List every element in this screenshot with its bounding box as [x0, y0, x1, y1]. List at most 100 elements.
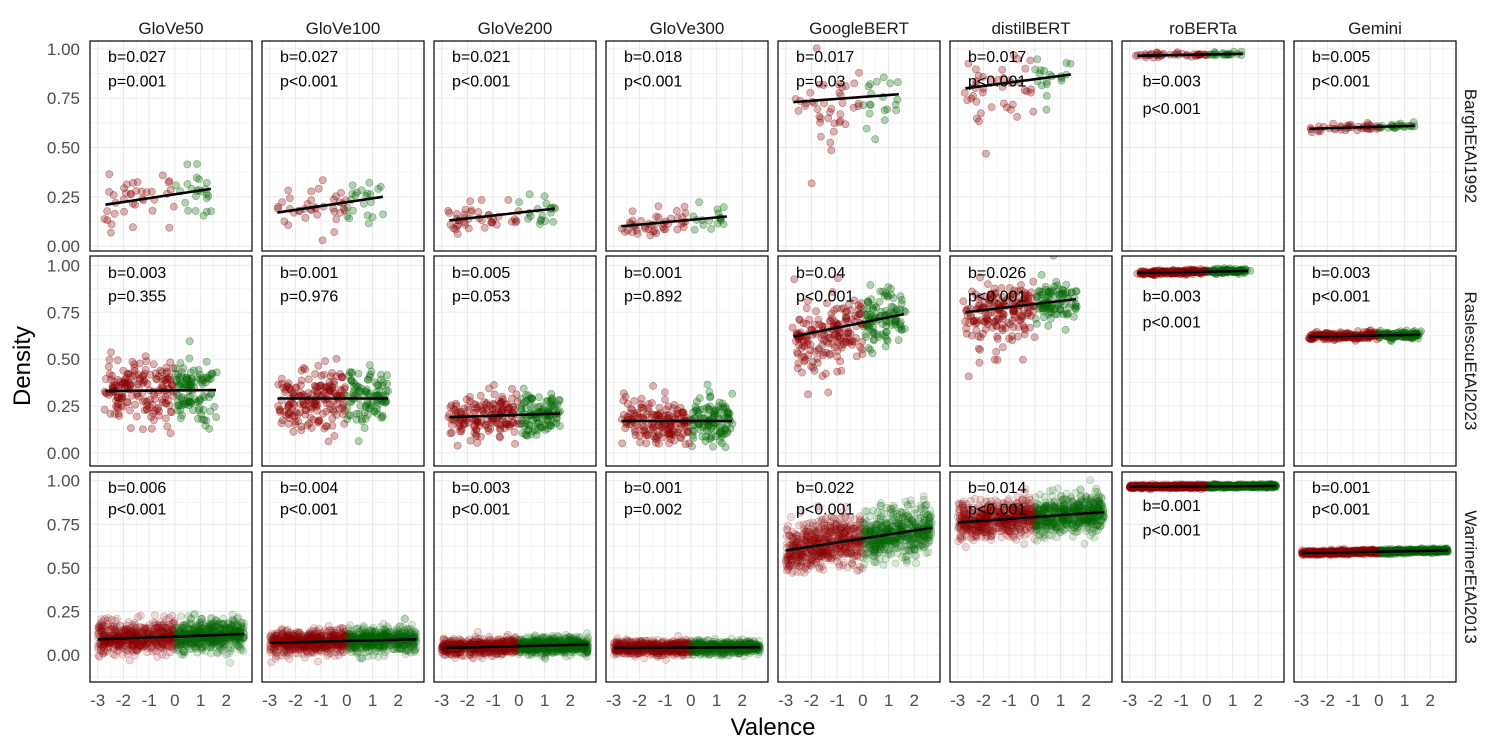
- data-point-negative: [331, 432, 338, 439]
- data-point-negative: [977, 334, 984, 341]
- data-point-negative: [621, 228, 628, 235]
- data-point-negative: [847, 307, 854, 314]
- data-point-positive: [1057, 306, 1064, 313]
- data-point-negative: [798, 353, 805, 360]
- annotation-p: p<0.001: [1312, 73, 1370, 90]
- data-point-positive: [197, 396, 204, 403]
- data-point-negative: [802, 336, 809, 343]
- data-point-negative: [157, 619, 164, 626]
- data-point-positive: [227, 644, 234, 651]
- data-point-negative: [138, 188, 145, 195]
- data-point-negative: [105, 614, 112, 621]
- data-point-negative: [328, 369, 335, 376]
- data-point-negative: [666, 440, 673, 447]
- data-point-negative: [144, 643, 151, 650]
- data-point-negative: [804, 391, 811, 398]
- data-point-negative: [638, 395, 645, 402]
- data-point-positive: [882, 307, 889, 314]
- x-tick-label: 1: [196, 691, 205, 710]
- data-point-negative: [106, 188, 113, 195]
- y-tick-label: 1.00: [47, 256, 80, 275]
- annotation-p: p=0.892: [624, 288, 682, 305]
- data-point-positive: [199, 416, 206, 423]
- data-point-positive: [380, 379, 387, 386]
- data-point-negative: [473, 433, 480, 440]
- y-tick-label: 1.00: [47, 472, 80, 491]
- data-point-negative: [142, 366, 149, 373]
- data-point-negative: [286, 195, 293, 202]
- data-point-negative: [655, 203, 662, 210]
- data-point-positive: [185, 207, 192, 214]
- data-point-negative: [487, 425, 494, 432]
- data-point-positive: [693, 398, 700, 405]
- row-strip-label: RaslescuEtAl2023: [1461, 292, 1480, 431]
- data-point-negative: [102, 375, 109, 382]
- data-point-positive: [369, 214, 376, 221]
- annotation-b: b=0.017: [796, 49, 854, 66]
- data-point-positive: [184, 180, 191, 187]
- data-point-negative: [1014, 113, 1021, 120]
- data-point-positive: [366, 179, 373, 186]
- y-tick-label: 0.50: [47, 559, 80, 578]
- data-point-positive: [1045, 311, 1052, 318]
- data-point-negative: [803, 305, 810, 312]
- row-strip-label: BarghEtAl1992: [1461, 89, 1480, 203]
- data-point-negative: [162, 399, 169, 406]
- data-point-negative: [128, 392, 135, 399]
- data-point-negative: [491, 391, 498, 398]
- x-tick-label: -2: [116, 691, 131, 710]
- data-point-negative: [830, 128, 837, 135]
- data-point-negative: [650, 382, 657, 389]
- data-point-positive: [865, 344, 872, 351]
- data-point-negative: [977, 110, 984, 117]
- data-point-positive: [207, 408, 214, 415]
- regression-line: [105, 390, 216, 391]
- data-point-negative: [113, 629, 120, 636]
- data-point-negative: [312, 370, 319, 377]
- data-point-positive: [872, 136, 879, 143]
- data-point-negative: [960, 298, 967, 305]
- data-point-positive: [200, 406, 207, 413]
- data-point-negative: [454, 442, 461, 449]
- data-point-positive: [898, 326, 905, 333]
- data-point-negative: [168, 409, 175, 416]
- data-point-negative: [302, 411, 309, 418]
- data-point-negative: [677, 435, 684, 442]
- annotation-b: b=0.001: [624, 265, 682, 282]
- data-point-negative: [286, 386, 293, 393]
- data-point-positive: [894, 96, 901, 103]
- data-point-positive: [1063, 311, 1070, 318]
- data-point-negative: [467, 198, 474, 205]
- annotation-p: p<0.001: [1143, 101, 1201, 118]
- data-point-negative: [285, 420, 292, 427]
- data-point-negative: [814, 106, 821, 113]
- annotation-b: b=0.005: [452, 265, 510, 282]
- data-point-negative: [98, 616, 105, 623]
- data-point-negative: [301, 366, 308, 373]
- data-point-negative: [843, 315, 850, 322]
- data-point-negative: [643, 440, 650, 447]
- data-point-negative: [148, 425, 155, 432]
- data-point-positive: [716, 429, 723, 436]
- y-tick-label: 0.25: [47, 397, 80, 416]
- data-point-positive: [880, 74, 887, 81]
- data-point-negative: [994, 335, 1001, 342]
- data-point-negative: [166, 614, 173, 621]
- data-point-negative: [1017, 312, 1024, 319]
- data-point-negative: [514, 398, 521, 405]
- data-point-negative: [478, 196, 485, 203]
- data-point-negative: [506, 423, 513, 430]
- data-point-positive: [355, 387, 362, 394]
- data-point-negative: [462, 206, 469, 213]
- data-point-positive: [349, 182, 356, 189]
- data-point-positive: [548, 396, 555, 403]
- data-point-positive: [722, 444, 729, 451]
- annotation-b: b=0.003: [1143, 73, 1201, 90]
- data-point-positive: [213, 622, 220, 629]
- data-point-negative: [448, 421, 455, 428]
- data-point-positive: [1038, 271, 1045, 278]
- data-point-negative: [833, 305, 840, 312]
- data-point-positive: [199, 646, 206, 653]
- column-strip-label: GoogleBERT: [809, 19, 909, 38]
- data-point-negative: [325, 438, 332, 445]
